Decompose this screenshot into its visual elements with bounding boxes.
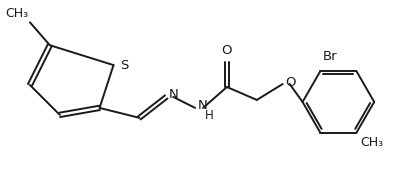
Text: S: S — [121, 59, 129, 72]
Text: CH₃: CH₃ — [5, 7, 28, 20]
Text: O: O — [222, 44, 232, 57]
Text: H: H — [205, 109, 214, 122]
Text: N: N — [198, 99, 208, 112]
Text: CH₃: CH₃ — [360, 136, 384, 149]
Text: O: O — [286, 76, 296, 89]
Text: N: N — [169, 88, 179, 101]
Text: Br: Br — [322, 50, 337, 63]
